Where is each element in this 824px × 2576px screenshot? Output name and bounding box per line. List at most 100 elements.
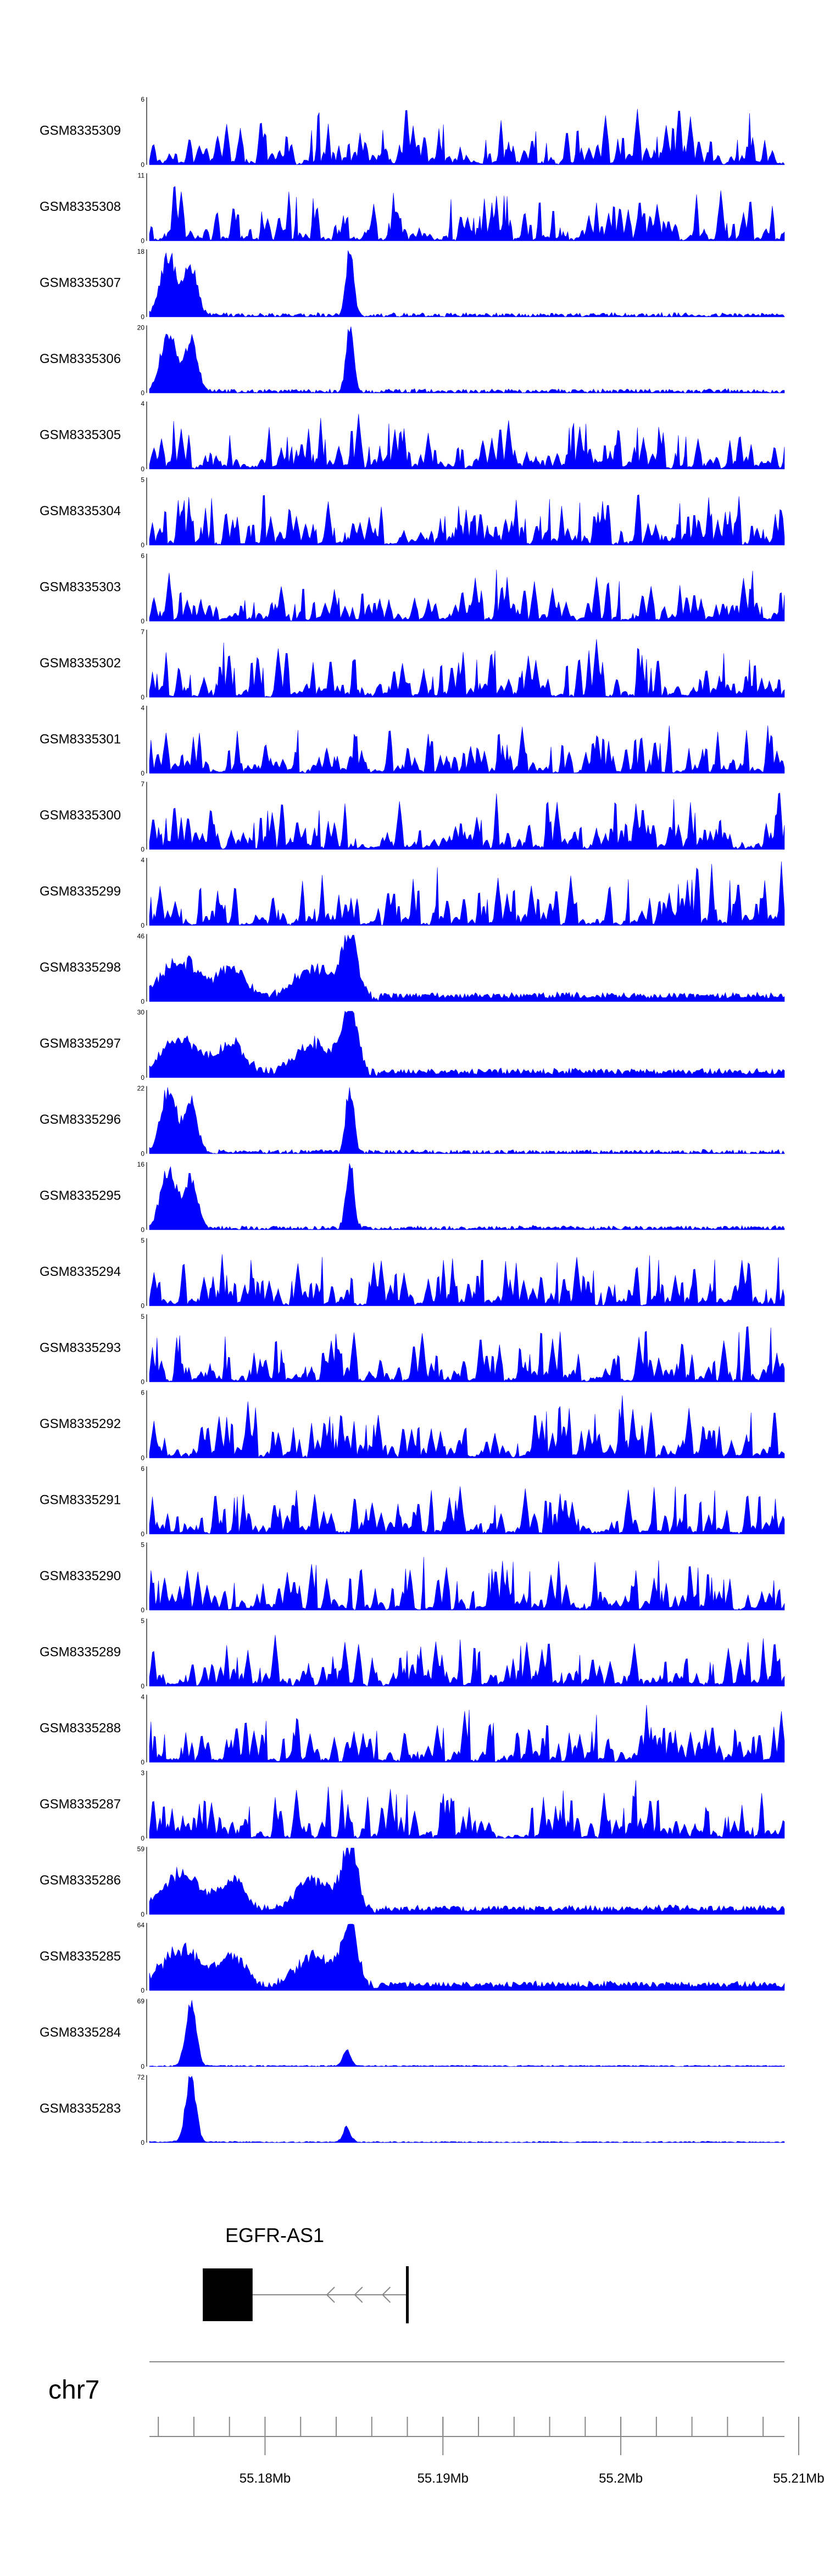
track-label: GSM8335301 xyxy=(40,732,121,747)
track-label: GSM8335303 xyxy=(40,580,121,595)
track-ymin-label: 0 xyxy=(141,1454,144,1462)
axis-tick-label: 55.18Mb xyxy=(240,2471,291,2486)
track-label: GSM8335296 xyxy=(40,1112,121,1127)
coverage-area xyxy=(149,109,785,165)
track-label: GSM8335288 xyxy=(40,1721,121,1736)
track-ymax-label: 4 xyxy=(141,856,144,864)
coverage-area xyxy=(149,326,785,394)
track-label: GSM8335293 xyxy=(40,1341,121,1356)
track-ymax-label: 6 xyxy=(141,96,144,103)
track-ymin-label: 0 xyxy=(141,922,144,929)
coverage-area xyxy=(149,2000,785,2067)
track-GSM8335294: GSM8335294 5 0 xyxy=(40,1237,785,1310)
coverage-area xyxy=(149,1011,785,1078)
coverage-area xyxy=(149,793,785,850)
axis-tick-label: 55.19Mb xyxy=(417,2471,469,2486)
track-GSM8335307: GSM8335307 18 0 xyxy=(40,248,785,321)
track-ymin-label: 0 xyxy=(141,1607,144,1614)
strand-arrow xyxy=(354,2287,363,2303)
track-GSM8335297: GSM8335297 30 0 xyxy=(40,1008,785,1081)
track-ymax-label: 64 xyxy=(137,1921,145,1929)
track-label: GSM8335307 xyxy=(40,276,121,291)
coverage-tracks: GSM833530960GSM8335308110GSM8335307180GS… xyxy=(40,96,785,2146)
track-ymin-label: 0 xyxy=(141,770,144,777)
track-ymin-label: 0 xyxy=(141,1530,144,1538)
track-ymax-label: 16 xyxy=(137,1161,145,1168)
track-ymin-label: 0 xyxy=(141,1302,144,1310)
track-ymax-label: 18 xyxy=(137,248,145,255)
axis-tick-label: 55.21Mb xyxy=(773,2471,824,2486)
track-ymin-label: 0 xyxy=(141,1682,144,1690)
track-label: GSM8335306 xyxy=(40,352,121,366)
coverage-area xyxy=(149,1705,785,1763)
track-GSM8335291: GSM8335291 6 0 xyxy=(40,1465,785,1538)
coverage-area xyxy=(149,639,785,698)
track-GSM8335304: GSM8335304 5 0 xyxy=(40,476,785,549)
coverage-area xyxy=(149,250,785,317)
track-ymin-label: 0 xyxy=(141,465,144,473)
track-ymax-label: 69 xyxy=(137,1998,145,2005)
track-GSM8335295: GSM8335295 16 0 xyxy=(40,1161,785,1234)
track-ymin-label: 0 xyxy=(141,1835,144,1842)
track-ymin-label: 0 xyxy=(141,1911,144,1919)
coverage-area xyxy=(149,1848,785,1915)
track-ymax-label: 46 xyxy=(137,933,145,940)
coverage-area xyxy=(149,934,785,1002)
track-ymax-label: 5 xyxy=(141,1313,144,1320)
track-ymin-label: 0 xyxy=(141,237,144,245)
track-ymax-label: 4 xyxy=(141,1693,144,1701)
track-GSM8335287: GSM8335287 3 0 xyxy=(40,1769,785,1842)
track-label: GSM8335309 xyxy=(40,124,121,138)
track-GSM8335293: GSM8335293 5 0 xyxy=(40,1313,785,1386)
coverage-area xyxy=(149,1326,785,1382)
track-GSM8335283: GSM8335283 72 0 xyxy=(40,2073,785,2146)
track-ymax-label: 7 xyxy=(141,628,144,636)
track-ymax-label: 22 xyxy=(137,1085,145,1092)
track-label: GSM8335283 xyxy=(40,2101,121,2116)
track-ymax-label: 3 xyxy=(141,1769,144,1777)
coverage-area xyxy=(149,1254,785,1306)
track-ymin-label: 0 xyxy=(141,1759,144,1766)
coverage-area xyxy=(149,1780,785,1839)
chromosome-label: chr7 xyxy=(48,2376,99,2405)
coverage-area xyxy=(149,1395,785,1459)
track-GSM8335306: GSM8335306 20 0 xyxy=(40,324,785,397)
track-GSM8335285: GSM8335285 64 0 xyxy=(40,1921,785,1994)
track-ymax-label: 59 xyxy=(137,1845,145,1853)
track-label: GSM8335284 xyxy=(40,2025,121,2040)
track-ymin-label: 0 xyxy=(141,2139,144,2146)
coverage-area xyxy=(149,2076,785,2143)
track-label: GSM8335304 xyxy=(40,504,121,518)
gene-track: EGFR-AS1 xyxy=(203,2224,409,2323)
track-label: GSM8335287 xyxy=(40,1797,121,1812)
gene-exon xyxy=(203,2268,253,2321)
track-ymax-label: 6 xyxy=(141,1465,144,1473)
gene-name-label: EGFR-AS1 xyxy=(225,2224,324,2246)
track-ymax-label: 72 xyxy=(137,2073,145,2081)
track-label: GSM8335291 xyxy=(40,1493,121,1508)
coverage-area xyxy=(149,725,785,774)
track-ymax-label: 20 xyxy=(137,324,145,332)
genome-axis: chr7 55.18Mb 55.19Mb 55.2Mb 55.21Mb xyxy=(48,2361,824,2486)
track-ymax-label: 4 xyxy=(141,400,144,408)
track-label: GSM8335289 xyxy=(40,1645,121,1660)
track-ymin-label: 0 xyxy=(141,542,144,549)
track-ymin-label: 0 xyxy=(141,389,144,397)
track-ymax-label: 5 xyxy=(141,1617,144,1625)
coverage-area xyxy=(149,570,785,622)
track-ymin-label: 0 xyxy=(141,1987,144,1994)
track-label: GSM8335294 xyxy=(40,1264,121,1279)
track-ymin-label: 0 xyxy=(141,313,144,321)
track-GSM8335303: GSM8335303 6 0 xyxy=(40,552,785,625)
coverage-area xyxy=(149,1635,785,1687)
track-GSM8335284: GSM8335284 69 0 xyxy=(40,1998,785,2071)
track-ymin-label: 0 xyxy=(141,617,144,625)
track-ymin-label: 0 xyxy=(141,161,144,169)
track-ymax-label: 30 xyxy=(137,1008,145,1016)
coverage-area xyxy=(149,1557,785,1610)
track-label: GSM8335298 xyxy=(40,960,121,975)
track-ymin-label: 0 xyxy=(141,998,144,1006)
track-label: GSM8335300 xyxy=(40,808,121,823)
track-GSM8335290: GSM8335290 5 0 xyxy=(40,1541,785,1614)
